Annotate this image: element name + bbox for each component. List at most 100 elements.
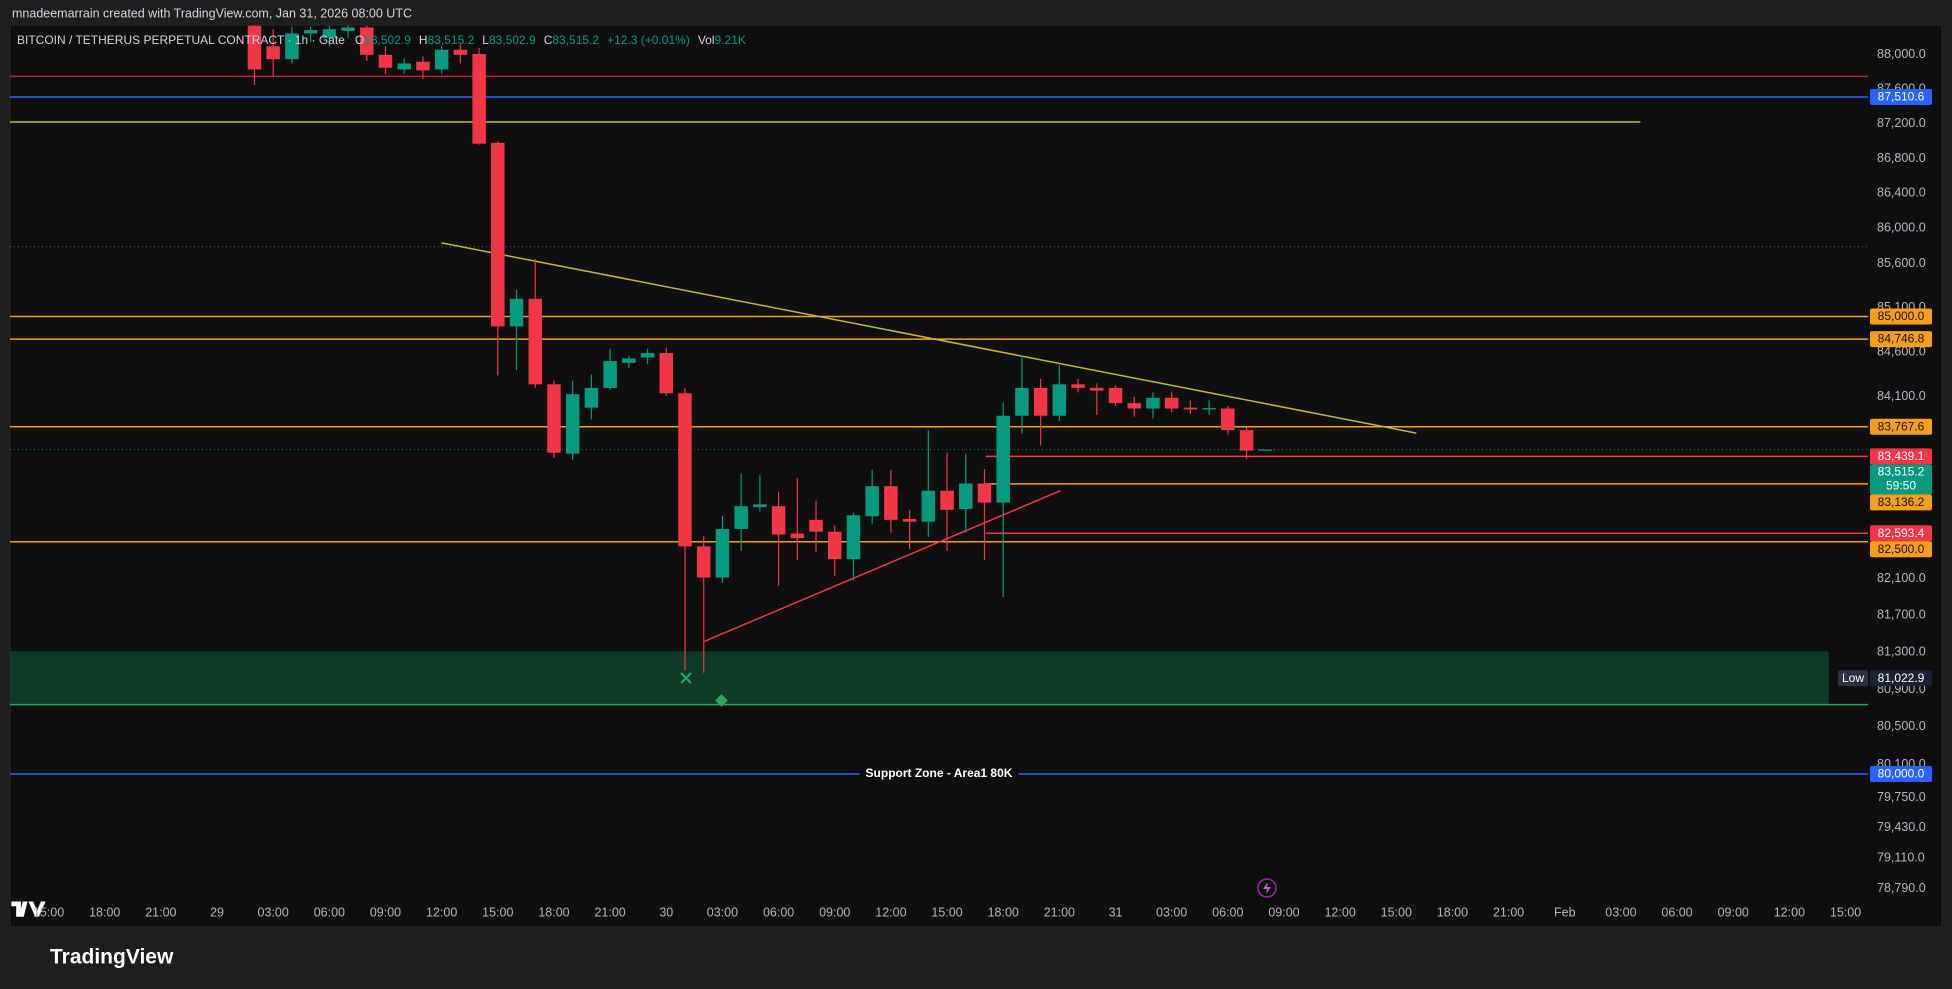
x-tick-label: 06:00 bbox=[1661, 905, 1692, 919]
symbol-title: BITCOIN / TETHERUS PERPETUAL CONTRACT · … bbox=[17, 33, 345, 47]
x-tick-label: 03:00 bbox=[707, 905, 738, 919]
y-tick-label: 79,110.0 bbox=[1877, 851, 1925, 865]
y-tick-label: 86,400.0 bbox=[1877, 186, 1926, 200]
y-tick-label: 87,200.0 bbox=[1877, 116, 1926, 130]
candle-body bbox=[322, 29, 337, 38]
candle-body bbox=[959, 483, 973, 509]
bar-countdown: 59:50 bbox=[1886, 479, 1916, 493]
candle-body bbox=[1090, 387, 1104, 391]
x-tick-label: 18:00 bbox=[538, 905, 569, 919]
candle-body bbox=[771, 506, 786, 535]
legend-key: L bbox=[482, 33, 489, 47]
candle-body bbox=[416, 61, 430, 71]
cross-marker bbox=[680, 672, 692, 684]
x-tick-label: 15:00 bbox=[1381, 905, 1412, 919]
legend-key: H bbox=[419, 33, 428, 47]
candle-body bbox=[1108, 387, 1123, 404]
candle-body bbox=[472, 54, 486, 144]
candle-body bbox=[434, 49, 449, 70]
candle-body bbox=[266, 46, 280, 60]
low-label-box bbox=[1870, 670, 1932, 687]
candle-body bbox=[640, 353, 655, 358]
candle-body bbox=[1239, 430, 1254, 451]
price-label: 83,136.2 bbox=[1878, 495, 1925, 509]
candle-body bbox=[827, 531, 842, 560]
candle-body bbox=[884, 486, 898, 520]
y-tick-label: 79,750.0 bbox=[1877, 790, 1926, 804]
price-label-box bbox=[1870, 308, 1932, 325]
current-price-label: 83,515.2 bbox=[1878, 465, 1925, 479]
candle-body bbox=[303, 30, 318, 34]
y-tick-label: 85,600.0 bbox=[1877, 256, 1926, 270]
legend-key: Vol bbox=[698, 33, 715, 47]
candle-body bbox=[940, 490, 954, 510]
x-tick-label: 15:00 bbox=[482, 905, 513, 919]
annotation-background bbox=[859, 765, 1019, 782]
x-tick-label: 06:00 bbox=[1212, 905, 1243, 919]
x-tick-label: 12:00 bbox=[426, 905, 457, 919]
x-tick-label: 09:00 bbox=[370, 905, 401, 919]
support-zone bbox=[10, 651, 1829, 705]
candle-body bbox=[397, 63, 411, 70]
price-labels: 87,510.6 85,000.0 84,746.8 83,767.6 83,439.1… bbox=[1838, 88, 1932, 782]
candle-body bbox=[921, 490, 936, 522]
price-label-box bbox=[1870, 331, 1932, 348]
candle-body bbox=[1015, 387, 1029, 416]
x-tick-label: 12:00 bbox=[1774, 905, 1805, 919]
price-label: 83,767.6 bbox=[1878, 419, 1925, 433]
x-tick-label: 29 bbox=[210, 905, 224, 919]
candle-body bbox=[1127, 403, 1141, 409]
candle-body bbox=[547, 384, 561, 453]
candle-body bbox=[453, 49, 468, 55]
price-label-box bbox=[1870, 765, 1932, 782]
candle-body bbox=[341, 27, 355, 31]
candle-body bbox=[678, 393, 692, 547]
y-tick-label: 84,100.0 bbox=[1877, 389, 1926, 403]
candle-body bbox=[659, 353, 674, 394]
current-price-box bbox=[1870, 464, 1932, 495]
price-label-box bbox=[1870, 541, 1932, 558]
candle-body bbox=[1033, 387, 1048, 416]
candle-body bbox=[1202, 408, 1216, 410]
candle-body bbox=[1052, 384, 1067, 416]
y-tick-label: 80,500.0 bbox=[1877, 719, 1926, 733]
price-label-box bbox=[1870, 448, 1932, 465]
candle-body bbox=[528, 298, 542, 385]
chart-frame bbox=[9, 24, 1943, 928]
candle-body bbox=[1146, 397, 1160, 409]
candle-body bbox=[865, 486, 879, 517]
x-tick-label: 12:00 bbox=[875, 905, 906, 919]
legend-key: O bbox=[355, 33, 364, 47]
candle-body bbox=[996, 415, 1010, 503]
x-tick-label: 21:00 bbox=[1044, 905, 1075, 919]
candle-body bbox=[977, 483, 992, 503]
x-tick-label: 03:00 bbox=[258, 905, 289, 919]
price-label: 85,000.0 bbox=[1878, 309, 1925, 323]
price-label: 80,000.0 bbox=[1878, 767, 1925, 781]
x-tick-label: 30 bbox=[659, 905, 673, 919]
candle-body bbox=[1183, 407, 1198, 410]
header-text: mnadeemarrain created with TradingView.c… bbox=[12, 6, 412, 20]
x-tick-label: 18:00 bbox=[1437, 905, 1468, 919]
price-label-box bbox=[1870, 88, 1932, 105]
candle-body bbox=[1258, 449, 1273, 451]
x-tick-label: 06:00 bbox=[314, 905, 345, 919]
x-tick-label: 15:00 bbox=[931, 905, 962, 919]
x-tick-label: 18:00 bbox=[988, 905, 1019, 919]
x-tick-label: 21:00 bbox=[145, 905, 176, 919]
candle-body bbox=[565, 394, 580, 454]
legend-change: +12.3 (+0.01%) bbox=[607, 33, 690, 47]
alert-icon[interactable] bbox=[1257, 878, 1277, 898]
price-label: 84,746.8 bbox=[1878, 332, 1925, 346]
legend-value: 83,502.9 bbox=[489, 33, 536, 47]
price-label-box bbox=[1870, 418, 1932, 435]
x-tick-label: 03:00 bbox=[1156, 905, 1187, 919]
low-tag: Low bbox=[1842, 671, 1864, 685]
legend-volume: 9.21K bbox=[715, 33, 746, 47]
x-tick-label: 03:00 bbox=[1605, 905, 1636, 919]
y-tick-label: 82,100.0 bbox=[1877, 571, 1926, 585]
x-tick-label: 06:00 bbox=[763, 905, 794, 919]
x-tick-label: 21:00 bbox=[594, 905, 625, 919]
x-tick-label: 12:00 bbox=[1324, 905, 1355, 919]
candle-body bbox=[378, 54, 393, 68]
